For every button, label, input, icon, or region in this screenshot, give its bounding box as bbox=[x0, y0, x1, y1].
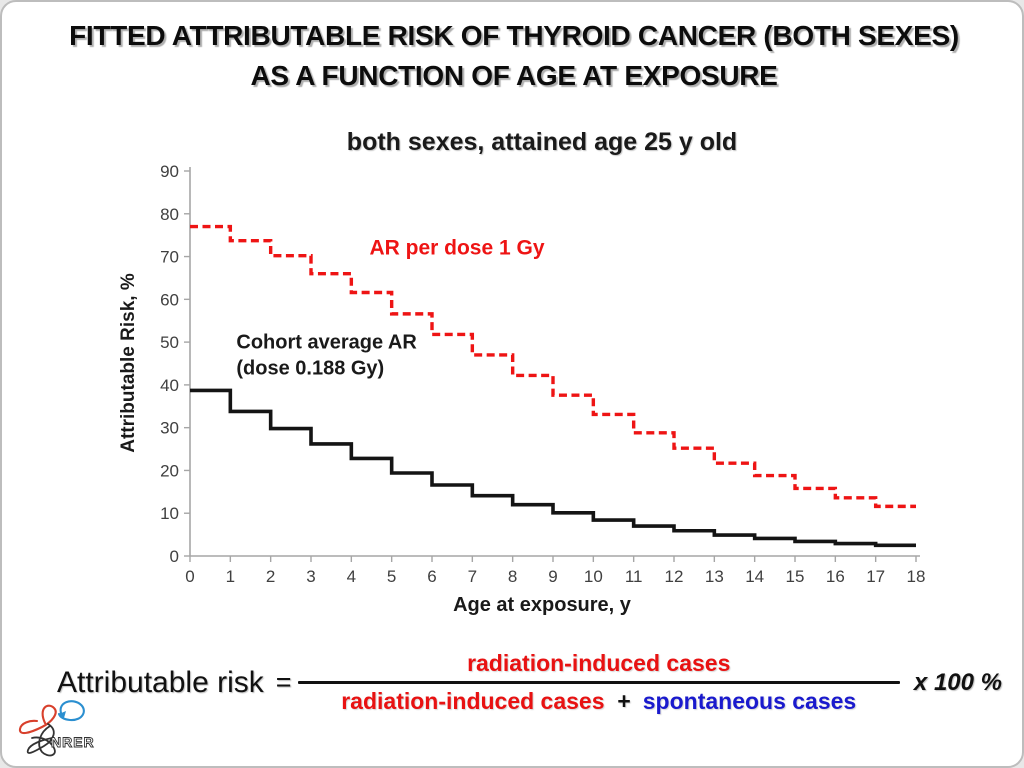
x-tick-label: 8 bbox=[508, 567, 517, 586]
x-tick-label: 14 bbox=[745, 567, 764, 586]
y-tick-label: 0 bbox=[170, 547, 179, 566]
slide-title-line1: FITTED ATTRIBUTABLE RISK OF THYROID CANC… bbox=[69, 20, 959, 51]
x-tick-label: 11 bbox=[625, 567, 643, 586]
x-tick-label: 9 bbox=[548, 567, 557, 586]
y-tick-label: 60 bbox=[160, 290, 179, 309]
series-ar-per-1gy bbox=[190, 224, 916, 509]
series-label: Cohort average AR (dose 0.188 Gy) bbox=[236, 332, 417, 380]
x-tick-label: 7 bbox=[468, 567, 477, 586]
y-tick-label: 40 bbox=[160, 376, 179, 395]
x-tick-label: 16 bbox=[826, 567, 845, 586]
chart-title: both sexes, attained age 25 y old bbox=[346, 128, 738, 156]
logo-text: NRER bbox=[51, 734, 95, 750]
x-tick-label: 5 bbox=[387, 567, 396, 586]
y-tick-label: 20 bbox=[160, 461, 179, 480]
x-tick-label: 2 bbox=[266, 567, 275, 586]
formula-multiplier: x 100 % bbox=[913, 668, 1002, 696]
x-tick-label: 10 bbox=[584, 567, 603, 586]
fraction-bar bbox=[297, 681, 900, 684]
logo-blue-loop-icon bbox=[57, 700, 85, 722]
logo-red-loop-icon bbox=[18, 704, 57, 735]
x-tick-label: 12 bbox=[665, 567, 684, 586]
attributable-risk-formula: Attributable risk = radiation-induced ca… bbox=[57, 650, 1002, 715]
x-tick-label: 0 bbox=[185, 567, 194, 586]
denominator-spontaneous-cases: spontaneous cases bbox=[642, 688, 857, 714]
nrer-logo: NRER bbox=[18, 700, 95, 757]
denominator-radiation-cases: radiation-induced cases bbox=[341, 688, 605, 714]
y-tick-label: 70 bbox=[160, 248, 179, 267]
formula-lhs: Attributable risk bbox=[57, 665, 264, 699]
formula-equals-sign: = bbox=[275, 667, 292, 697]
series-cohort-average-ar bbox=[190, 388, 916, 548]
series-label: AR per dose 1 Gy bbox=[369, 236, 544, 259]
logo-black-loops-icon bbox=[26, 723, 56, 757]
denominator-plus-sign: + bbox=[616, 688, 631, 714]
x-axis-title: Age at exposure, y bbox=[453, 594, 631, 616]
x-tick-label: 1 bbox=[226, 567, 235, 586]
slide-title-line2: AS A FUNCTION OF AGE AT EXPOSURE bbox=[250, 60, 778, 91]
x-tick-label: 15 bbox=[786, 567, 805, 586]
y-tick-label: 50 bbox=[160, 333, 179, 352]
x-tick-label: 6 bbox=[427, 567, 436, 586]
x-tick-label: 17 bbox=[866, 567, 885, 586]
y-tick-label: 10 bbox=[160, 504, 179, 523]
x-tick-label: 4 bbox=[347, 567, 356, 586]
y-tick-label: 30 bbox=[160, 419, 179, 438]
x-tick-label: 3 bbox=[306, 567, 315, 586]
y-tick-label: 80 bbox=[160, 205, 179, 224]
formula-denominator: radiation-induced cases + spontaneous ca… bbox=[341, 684, 856, 715]
x-tick-label: 18 bbox=[907, 567, 926, 586]
formula-numerator: radiation-induced cases bbox=[467, 650, 731, 676]
formula-fraction: radiation-induced cases radiation-induce… bbox=[297, 650, 900, 715]
y-tick-label: 90 bbox=[160, 162, 179, 181]
x-tick-label: 13 bbox=[705, 567, 724, 586]
